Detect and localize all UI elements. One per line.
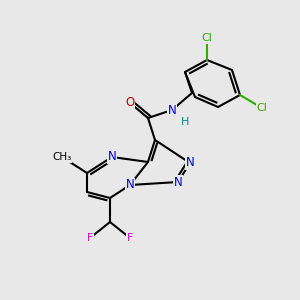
Text: F: F: [87, 233, 93, 243]
Text: F: F: [127, 233, 133, 243]
Text: H: H: [181, 117, 189, 127]
Text: O: O: [125, 97, 135, 110]
Text: N: N: [126, 178, 134, 191]
Text: N: N: [168, 103, 176, 116]
Text: Cl: Cl: [256, 103, 267, 113]
Text: Cl: Cl: [202, 33, 212, 43]
Text: CH₃: CH₃: [52, 152, 72, 162]
Text: N: N: [186, 157, 194, 169]
Text: N: N: [174, 176, 182, 188]
Text: N: N: [108, 151, 116, 164]
